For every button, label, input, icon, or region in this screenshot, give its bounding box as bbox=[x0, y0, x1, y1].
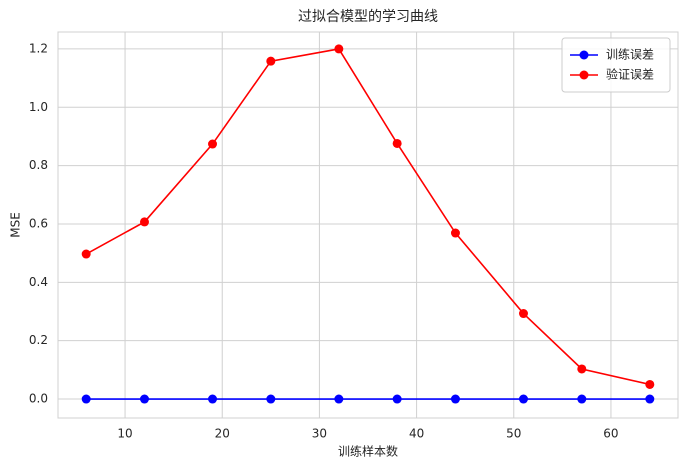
x-tick-label: 10 bbox=[117, 427, 132, 441]
data-point bbox=[392, 394, 402, 404]
y-tick-label: 0.6 bbox=[29, 216, 48, 230]
data-point bbox=[208, 139, 218, 149]
y-tick-label: 0.4 bbox=[29, 275, 48, 289]
x-tick-label: 60 bbox=[603, 427, 618, 441]
x-axis-label: 训练样本数 bbox=[338, 444, 398, 459]
data-point bbox=[266, 56, 276, 66]
y-tick-label: 0.2 bbox=[29, 333, 48, 347]
data-point bbox=[139, 394, 149, 404]
x-tick-label: 40 bbox=[409, 427, 424, 441]
y-tick-label: 1.2 bbox=[29, 41, 48, 55]
chart-title: 过拟合模型的学习曲线 bbox=[298, 9, 438, 25]
legend-marker bbox=[579, 70, 589, 80]
data-point bbox=[577, 394, 587, 404]
data-point bbox=[518, 309, 528, 319]
legend-label: 验证误差 bbox=[606, 67, 654, 82]
data-point bbox=[645, 394, 655, 404]
series-line bbox=[85, 48, 650, 386]
data-point bbox=[518, 394, 528, 404]
data-point bbox=[81, 249, 91, 259]
data-point bbox=[645, 379, 655, 389]
data-point bbox=[334, 44, 344, 54]
data-point bbox=[392, 138, 402, 148]
legend-marker bbox=[579, 50, 589, 60]
x-tick-label: 50 bbox=[506, 427, 521, 441]
data-point bbox=[577, 364, 587, 374]
x-tick-label: 30 bbox=[312, 427, 327, 441]
y-tick-label: 1.0 bbox=[29, 100, 48, 114]
data-point bbox=[450, 394, 460, 404]
legend-label: 训练误差 bbox=[606, 47, 654, 62]
data-point bbox=[266, 394, 276, 404]
data-point bbox=[81, 394, 91, 404]
x-tick-label: 20 bbox=[215, 427, 230, 441]
y-tick-label: 0.0 bbox=[29, 392, 48, 406]
data-point bbox=[450, 228, 460, 238]
data-point bbox=[334, 394, 344, 404]
y-axis-label: MSE bbox=[9, 212, 23, 238]
plot-frame bbox=[57, 31, 679, 419]
y-tick-label: 0.8 bbox=[29, 158, 48, 172]
data-point bbox=[139, 217, 149, 227]
data-point bbox=[208, 394, 218, 404]
legend-box bbox=[561, 37, 671, 93]
